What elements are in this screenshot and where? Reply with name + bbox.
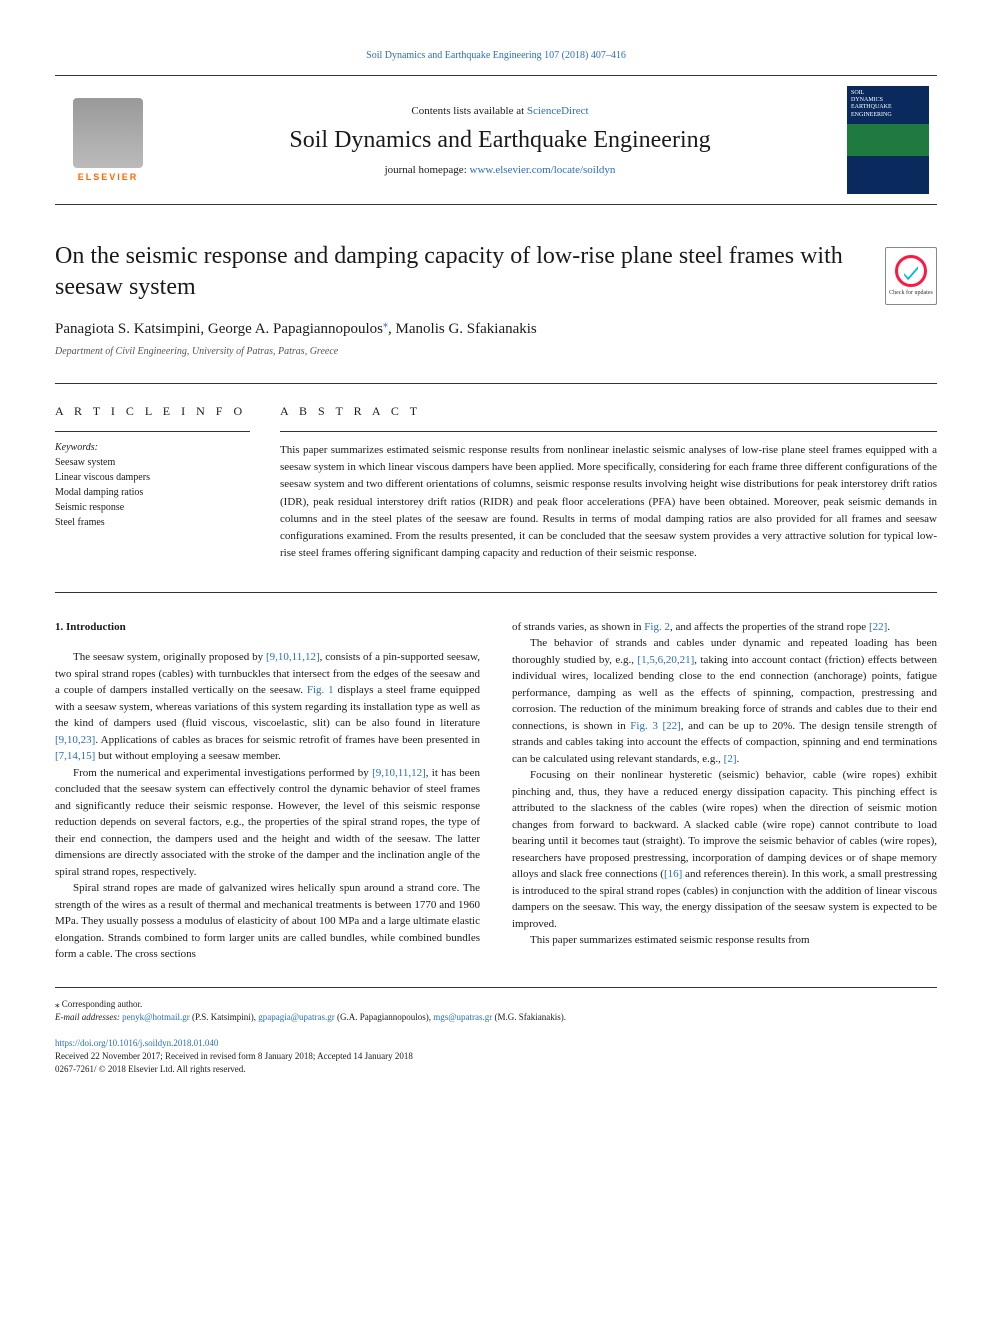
body-text-run: , it has been concluded that the seesaw …	[55, 767, 480, 878]
body-text-run: .	[737, 753, 740, 765]
contents-line: Contents lists available at ScienceDirec…	[173, 105, 827, 117]
check-updates-icon	[895, 255, 927, 287]
body-text-run: .	[887, 621, 890, 633]
email-label: E-mail addresses:	[55, 1012, 120, 1022]
email-link-2[interactable]: gpapagia@upatras.gr	[258, 1012, 335, 1022]
journal-title: Soil Dynamics and Earthquake Engineering	[173, 127, 827, 154]
top-citation: Soil Dynamics and Earthquake Engineering…	[55, 50, 937, 61]
info-section: A R T I C L E I N F O Keywords: Seesaw s…	[55, 383, 937, 561]
reference-link[interactable]: Fig. 2	[644, 621, 670, 633]
reference-link[interactable]: [9,10,23]	[55, 734, 95, 746]
reference-link[interactable]: [22]	[662, 720, 680, 732]
publisher-name: ELSEVIER	[78, 172, 139, 182]
body-text-run: Spiral strand ropes are made of galvaniz…	[55, 882, 480, 960]
body-right-column: of strands varies, as shown in Fig. 2, a…	[512, 619, 937, 963]
keyword-item: Steel frames	[55, 515, 250, 530]
email-link-3[interactable]: mgs@upatras.gr	[433, 1012, 492, 1022]
article-info-rule	[55, 431, 250, 432]
article-info-column: A R T I C L E I N F O Keywords: Seesaw s…	[55, 404, 280, 561]
abstract-rule	[280, 431, 937, 432]
journal-header: ELSEVIER Contents lists available at Sci…	[55, 75, 937, 205]
reference-link[interactable]: [1,5,6,20,21]	[637, 654, 694, 666]
reference-link[interactable]: [7,14,15]	[55, 750, 95, 762]
authors-line: Panagiota S. Katsimpini, George A. Papag…	[55, 319, 937, 338]
keyword-item: Seesaw system	[55, 455, 250, 470]
body-left-column: 1. Introduction The seesaw system, origi…	[55, 619, 480, 963]
check-for-updates-badge[interactable]: Check for updates	[885, 247, 937, 305]
sciencedirect-link[interactable]: ScienceDirect	[527, 105, 589, 117]
email-name-3: (M.G. Sfakianakis).	[492, 1012, 566, 1022]
body-paragraph: This paper summarizes estimated seismic …	[512, 932, 937, 949]
cover-line-1: SOIL	[851, 90, 925, 97]
doi-link[interactable]: https://doi.org/10.1016/j.soildyn.2018.0…	[55, 1038, 218, 1048]
body-paragraph: The seesaw system, originally proposed b…	[55, 649, 480, 765]
keyword-item: Seismic response	[55, 500, 250, 515]
authors-post: , Manolis G. Sfakianakis	[388, 321, 537, 337]
reference-link[interactable]: [9,10,11,12]	[372, 767, 426, 779]
body-paragraph: Spiral strand ropes are made of galvaniz…	[55, 880, 480, 963]
body-text-run: From the numerical and experimental inve…	[73, 767, 372, 779]
reference-link[interactable]: [2]	[724, 753, 737, 765]
reference-link[interactable]: Fig. 1	[307, 684, 334, 696]
email-line: E-mail addresses: penyk@hotmail.gr (P.S.…	[55, 1011, 937, 1025]
footnotes: ⁎ Corresponding author. E-mail addresses…	[55, 987, 937, 1076]
email-link-1[interactable]: penyk@hotmail.gr	[122, 1012, 190, 1022]
check-updates-label: Check for updates	[889, 290, 933, 297]
email-name-2: (G.A. Papagiannopoulos),	[335, 1012, 434, 1022]
cover-line-4: ENGINEERING	[851, 112, 925, 119]
homepage-link[interactable]: www.elsevier.com/locate/soildyn	[470, 164, 616, 176]
journal-cover: SOIL DYNAMICS EARTHQUAKE ENGINEERING	[847, 86, 929, 194]
keywords-label: Keywords:	[55, 442, 250, 453]
keyword-item: Linear viscous dampers	[55, 470, 250, 485]
reference-link[interactable]: [22]	[869, 621, 887, 633]
article-title: On the seismic response and damping capa…	[55, 241, 875, 303]
body-text-run: . Applications of cables as braces for s…	[95, 734, 480, 746]
abstract-heading: A B S T R A C T	[280, 404, 937, 419]
cover-line-3: EARTHQUAKE	[851, 104, 925, 111]
reference-link[interactable]: Fig. 3	[630, 720, 658, 732]
affiliation: Department of Civil Engineering, Univers…	[55, 346, 937, 357]
body-paragraph: The behavior of strands and cables under…	[512, 635, 937, 767]
reference-link[interactable]: [9,10,11,12]	[266, 651, 320, 663]
body-paragraph: of strands varies, as shown in Fig. 2, a…	[512, 619, 937, 636]
body-columns: 1. Introduction The seesaw system, origi…	[55, 592, 937, 963]
homepage-line: journal homepage: www.elsevier.com/locat…	[173, 164, 827, 176]
received-line: Received 22 November 2017; Received in r…	[55, 1050, 937, 1063]
body-paragraph: Focusing on their nonlinear hysteretic (…	[512, 767, 937, 932]
homepage-pre: journal homepage:	[385, 164, 470, 176]
keywords-list: Seesaw system Linear viscous dampers Mod…	[55, 455, 250, 530]
corresponding-note: ⁎ Corresponding author.	[55, 998, 937, 1012]
abstract-text: This paper summarizes estimated seismic …	[280, 442, 937, 561]
doi-block: https://doi.org/10.1016/j.soildyn.2018.0…	[55, 1037, 937, 1076]
elsevier-tree-icon	[73, 98, 143, 168]
copyright-line: 0267-7261/ © 2018 Elsevier Ltd. All righ…	[55, 1063, 937, 1076]
email-name-1: (P.S. Katsimpini),	[190, 1012, 259, 1022]
body-paragraph: From the numerical and experimental inve…	[55, 765, 480, 881]
cover-line-2: DYNAMICS	[851, 97, 925, 104]
publisher-logo: ELSEVIER	[63, 90, 153, 190]
abstract-column: A B S T R A C T This paper summarizes es…	[280, 404, 937, 561]
body-text-run: but without employing a seesaw member.	[95, 750, 280, 762]
body-text-run: Focusing on their nonlinear hysteretic (…	[512, 769, 937, 880]
authors-pre: Panagiota S. Katsimpini, George A. Papag…	[55, 321, 383, 337]
body-text-run: , and affects the properties of the stra…	[670, 621, 869, 633]
body-text-run: This paper summarizes estimated seismic …	[530, 934, 810, 946]
reference-link[interactable]: [16]	[664, 868, 682, 880]
article-info-heading: A R T I C L E I N F O	[55, 404, 250, 419]
top-citation-link[interactable]: Soil Dynamics and Earthquake Engineering…	[366, 50, 626, 61]
body-text-run: of strands varies, as shown in	[512, 621, 644, 633]
contents-pre: Contents lists available at	[411, 105, 526, 117]
intro-heading: 1. Introduction	[55, 619, 480, 636]
keyword-item: Modal damping ratios	[55, 485, 250, 500]
header-center: Contents lists available at ScienceDirec…	[153, 105, 847, 176]
body-text-run: The seesaw system, originally proposed b…	[73, 651, 266, 663]
article-header: On the seismic response and damping capa…	[55, 241, 937, 303]
